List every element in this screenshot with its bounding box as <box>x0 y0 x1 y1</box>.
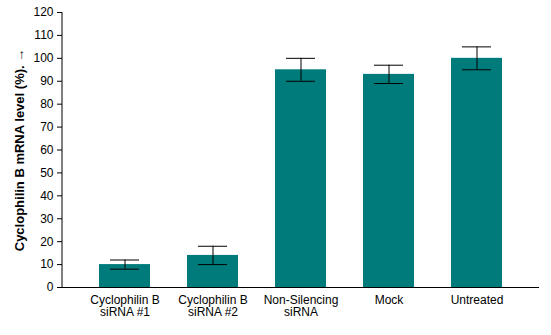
svg-text:Cyclophilin B mRNA level (%).: Cyclophilin B mRNA level (%). → <box>12 49 27 252</box>
svg-text:Non-SilencingsiRNA: Non-SilencingsiRNA <box>264 293 339 319</box>
svg-text:Cyclophilin BsiRNA #1: Cyclophilin BsiRNA #1 <box>90 293 159 319</box>
svg-text:50: 50 <box>40 166 54 180</box>
svg-text:90: 90 <box>40 74 54 88</box>
svg-text:120: 120 <box>33 5 53 19</box>
svg-text:70: 70 <box>40 120 54 134</box>
svg-text:Mock: Mock <box>375 293 405 307</box>
svg-text:80: 80 <box>40 97 54 111</box>
svg-text:Untreated: Untreated <box>451 293 504 307</box>
svg-text:110: 110 <box>34 28 53 42</box>
svg-text:30: 30 <box>40 212 54 226</box>
svg-text:60: 60 <box>40 143 54 157</box>
svg-text:100: 100 <box>33 51 53 65</box>
svg-text:10: 10 <box>40 257 54 271</box>
svg-text:0: 0 <box>47 280 54 294</box>
svg-text:40: 40 <box>40 189 54 203</box>
svg-text:Cyclophilin BsiRNA #2: Cyclophilin BsiRNA #2 <box>178 293 247 319</box>
svg-text:20: 20 <box>40 235 54 249</box>
